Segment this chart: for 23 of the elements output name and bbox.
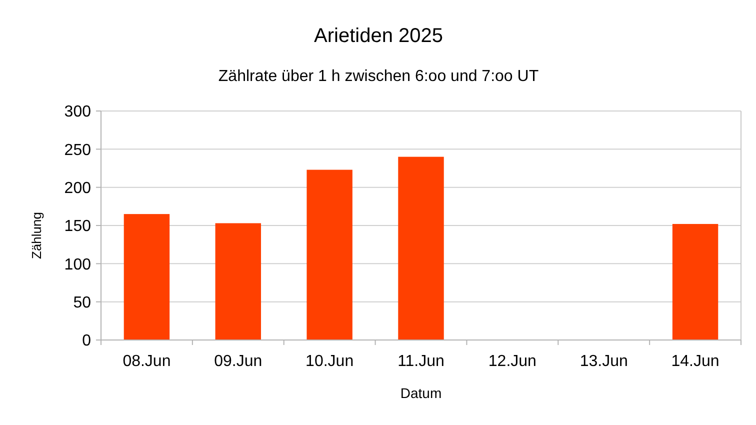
x-tick-label: 08.Jun	[122, 353, 171, 370]
x-tick-label: 13.Jun	[580, 353, 628, 370]
x-tick-label: 11.Jun	[398, 353, 444, 370]
y-tick-label: 300	[64, 104, 92, 121]
bar	[398, 156, 444, 340]
x-tick-label: 14.Jun	[671, 353, 720, 370]
bar	[672, 224, 718, 340]
y-tick-label: 0	[82, 332, 92, 350]
x-tick-label: 09.Jun	[214, 353, 262, 370]
y-tick-label: 200	[64, 180, 92, 197]
bar	[124, 214, 170, 340]
y-tick-label: 50	[73, 294, 92, 312]
y-tick-label: 100	[64, 256, 92, 274]
x-tick-label: 10.Jun	[306, 353, 354, 370]
y-tick-label: 250	[64, 142, 92, 159]
x-tick-label: 12.Jun	[488, 353, 536, 370]
chart-subtitle: Zählrate über 1 h zwischen 6:oo und 7:oo UT	[218, 68, 539, 85]
x-axis-title: Datum	[400, 385, 442, 401]
y-tick-label: 150	[64, 218, 92, 236]
bar	[215, 223, 261, 340]
bar	[306, 170, 352, 340]
chart-title: Arietiden 2025	[314, 25, 443, 47]
y-axis-title: Zählung	[29, 212, 44, 259]
